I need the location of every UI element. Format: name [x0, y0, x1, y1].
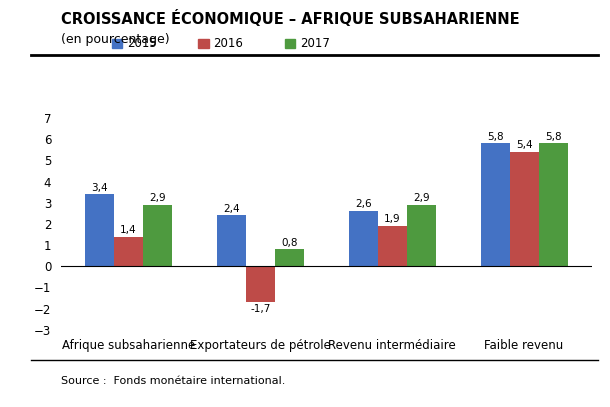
Bar [407, 205, 436, 266]
Bar [246, 266, 275, 302]
Text: 2,9: 2,9 [149, 193, 166, 203]
Text: 5,8: 5,8 [487, 132, 503, 142]
Bar [85, 194, 114, 266]
Text: 3,4: 3,4 [92, 182, 108, 193]
Text: 5,8: 5,8 [545, 132, 561, 142]
Text: 0,8: 0,8 [281, 238, 298, 247]
Legend: 2015, 2016, 2017: 2015, 2016, 2017 [109, 35, 332, 53]
Text: CROISSANCE ÉCONOMIQUE – AFRIQUE SUBSAHARIENNE: CROISSANCE ÉCONOMIQUE – AFRIQUE SUBSAHAR… [61, 10, 520, 27]
Text: 2,9: 2,9 [413, 193, 429, 203]
Bar [349, 211, 378, 266]
Bar [509, 152, 539, 266]
Text: 1,4: 1,4 [120, 225, 137, 235]
Bar [539, 143, 567, 266]
Bar [481, 143, 509, 266]
Text: 5,4: 5,4 [516, 140, 533, 150]
Bar [114, 236, 143, 266]
Text: 1,9: 1,9 [384, 214, 401, 224]
Bar [275, 249, 304, 266]
Bar [378, 226, 407, 266]
Text: Source :  Fonds monétaire international.: Source : Fonds monétaire international. [61, 376, 285, 387]
Text: 2,6: 2,6 [355, 199, 371, 210]
Text: -1,7: -1,7 [250, 304, 271, 314]
Bar [217, 215, 246, 266]
Bar [143, 205, 172, 266]
Text: (en pourcentage): (en pourcentage) [61, 33, 170, 46]
Text: 2,4: 2,4 [223, 204, 240, 214]
